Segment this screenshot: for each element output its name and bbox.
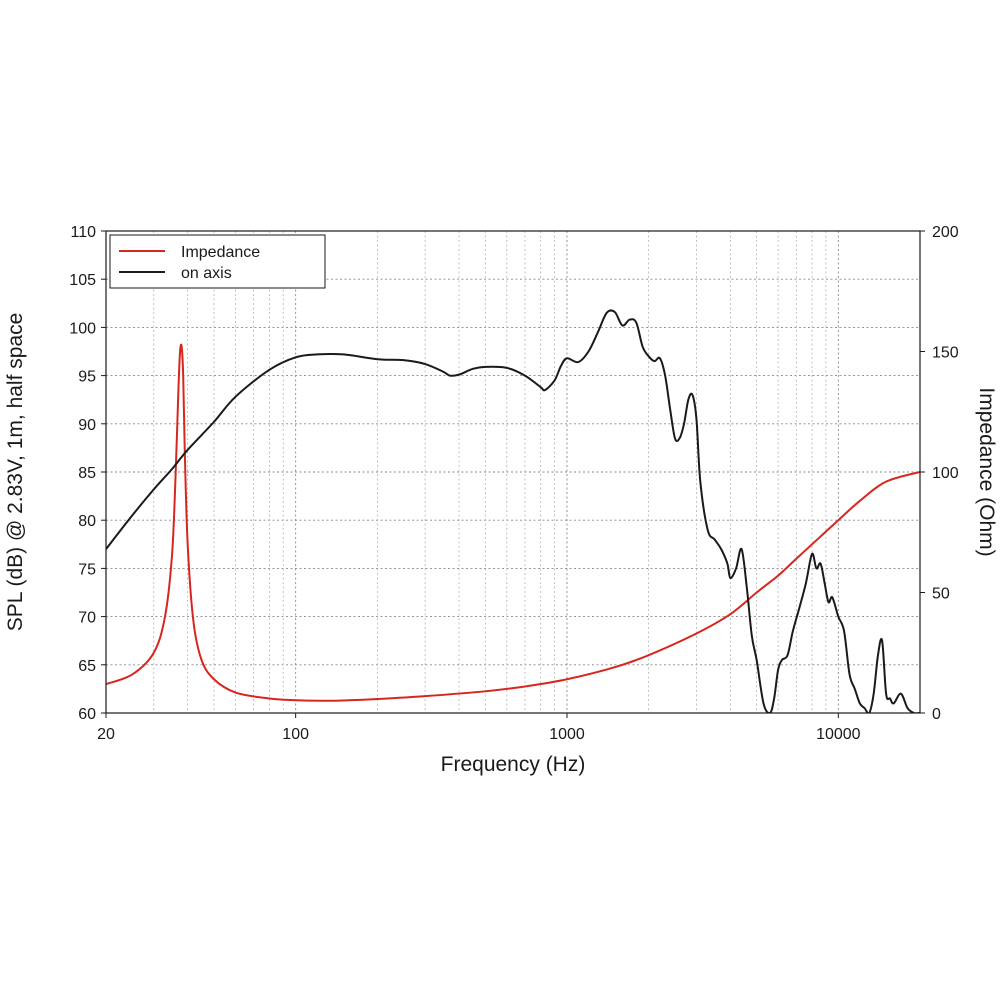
x-tick-label: 100 [282, 726, 309, 743]
x-axis-label: Frequency (Hz) [441, 753, 586, 776]
y-axis-ticks: 60 65 70 75 80 85 90 95 100 105 110 [69, 224, 106, 723]
series-layer [106, 309, 920, 713]
y-tick-label: 110 [70, 224, 96, 241]
y-tick-label: 75 [78, 561, 96, 578]
y-tick-label: 60 [78, 706, 96, 723]
y-tick-label: 80 [78, 513, 96, 530]
x-tick-label: 1000 [549, 726, 585, 743]
legend-box [109, 234, 326, 289]
legend-label-impedance: Impedance [181, 244, 260, 261]
series-line-on-axis [106, 309, 920, 713]
y2-tick-label: 0 [932, 706, 941, 723]
x-axis-ticks: 20 100 1000 10000 [97, 713, 861, 743]
x-tick-label: 20 [97, 726, 115, 743]
grid-lines [106, 231, 920, 713]
y2-tick-label: 50 [932, 586, 950, 603]
y-tick-label: 90 [78, 417, 96, 434]
y-tick-label: 100 [69, 320, 96, 337]
y-tick-label: 95 [78, 369, 96, 386]
series-line-impedance [106, 343, 920, 702]
legend: Impedance on axis [109, 234, 326, 289]
x-tick-label: 10000 [816, 726, 861, 743]
y2-axis-ticks: 0 50 100 150 200 [920, 224, 959, 723]
y-tick-label: 70 [78, 610, 96, 627]
y2-tick-label: 200 [932, 224, 959, 241]
y-axis-label: SPL (dB) @ 2.83V, 1m, half space [4, 313, 27, 632]
y-tick-label: 65 [78, 658, 96, 675]
y2-axis-label: Impedance (Ohm) [975, 387, 998, 556]
y2-tick-label: 150 [932, 345, 959, 362]
y-tick-label: 105 [69, 272, 96, 289]
legend-label-on-axis: on axis [181, 265, 232, 282]
y2-tick-label: 100 [932, 465, 959, 482]
y-tick-label: 85 [78, 465, 96, 482]
